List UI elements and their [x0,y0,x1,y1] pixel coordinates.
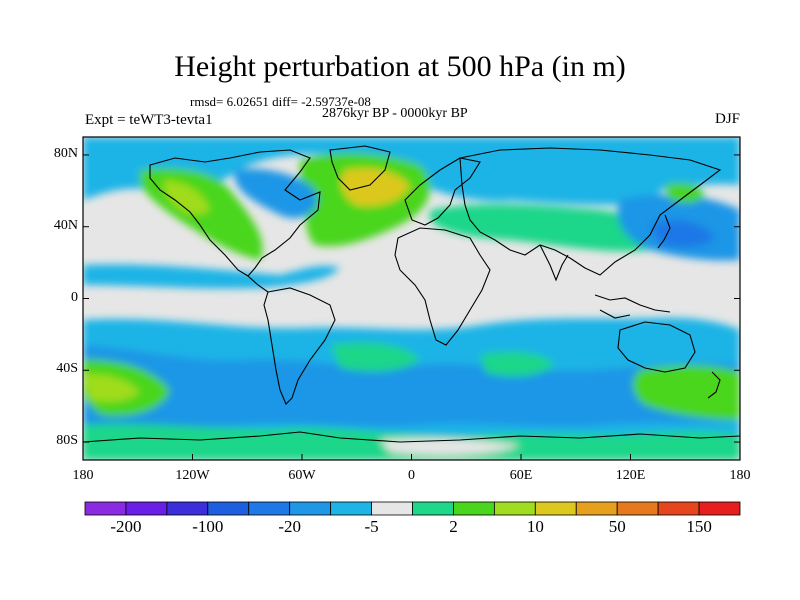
antarctica-outline [83,431,740,443]
colorbar-swatch [412,501,454,516]
asia-outline [459,147,722,276]
colorbar-tick-label: -200 [110,517,142,536]
south-america-outline [263,287,336,405]
japan-outline [657,214,671,249]
colorbar-swatch [207,501,250,516]
x-tick-label: 60E [509,468,533,483]
central-america-outline [247,275,269,293]
y-tick-label: 40S [56,361,78,377]
colorbar-tick-label: 50 [608,517,626,536]
s-atlantic-green [330,342,420,372]
colorbar-swatch [289,501,332,516]
x-tick-label: 120E [615,468,646,483]
period-text: 2876kyr BP - 0000kyr BP [322,106,468,121]
southern-blue [83,345,740,427]
north-america-outline [149,149,321,277]
coastlines [83,145,740,443]
colorbar-swatch [330,501,372,516]
tropical-cyan [83,264,340,289]
colorbar [84,501,741,516]
x-tick-label: 180 [729,468,751,483]
antarctic-grey [380,438,520,456]
x-tick-label: 180 [72,468,94,483]
map-title: Height perturbation at 500 hPa (in m) [174,50,626,83]
s-indian-green [480,351,555,377]
siberia-cyan [460,173,660,205]
sw-pacific-yellow [83,374,140,402]
greenland-outline [329,145,391,191]
colorbar-tick-label: -5 [364,517,379,536]
colorbar-swatch [371,501,413,516]
colorbar-swatch [657,501,700,516]
colorbar-tick-label: -100 [192,517,224,536]
experiment-label: Expt = teWT3-tevta1 [85,112,213,128]
colorbar-swatch [248,501,291,516]
colorbar-swatch [166,501,209,516]
pacific-yellow [163,180,210,215]
y-tick-label: 80N [53,145,78,161]
colorbar-tick-label: 10 [526,517,544,536]
canada-blue [235,168,318,219]
colorbar-swatch [453,501,495,516]
africa-outline [394,227,491,346]
atlantic-yellow [341,168,410,207]
colorbar-tick-label: -20 [278,517,302,536]
asia-green [430,204,653,252]
colorbar-swatch [616,501,659,516]
japan-dark [650,220,715,248]
colorbar-tick-label: 150 [686,517,712,536]
india-outline [539,244,569,282]
x-tick-label: 60W [288,468,316,483]
colorbar-swatch [575,501,618,516]
colorbar-swatch [125,501,168,516]
indonesia-outline [594,294,671,319]
stats-text: rmsd= 6.02651 diff= -2.59737e-08 [190,94,371,109]
colorbar-swatch [84,501,127,516]
tick-marks [82,154,741,460]
colorbar-swatch [493,501,536,516]
y-tick-label: 0 [71,289,78,305]
contour-field [83,137,740,460]
colorbar-swatch [698,501,741,516]
ne-pacific-green [665,183,705,203]
y-tick-label: 40N [53,217,78,233]
colorbar-tick-label: 2 [449,517,458,536]
x-tick-label: 0 [408,468,415,483]
x-tick-label: 120W [175,468,210,483]
season-label: DJF [714,111,740,127]
australia-outline [617,321,696,373]
y-tick-label: 80S [56,433,78,449]
new-zealand-outline [707,371,721,399]
europe-outline [404,157,481,226]
colorbar-swatch [534,501,577,516]
se-green [633,365,740,420]
